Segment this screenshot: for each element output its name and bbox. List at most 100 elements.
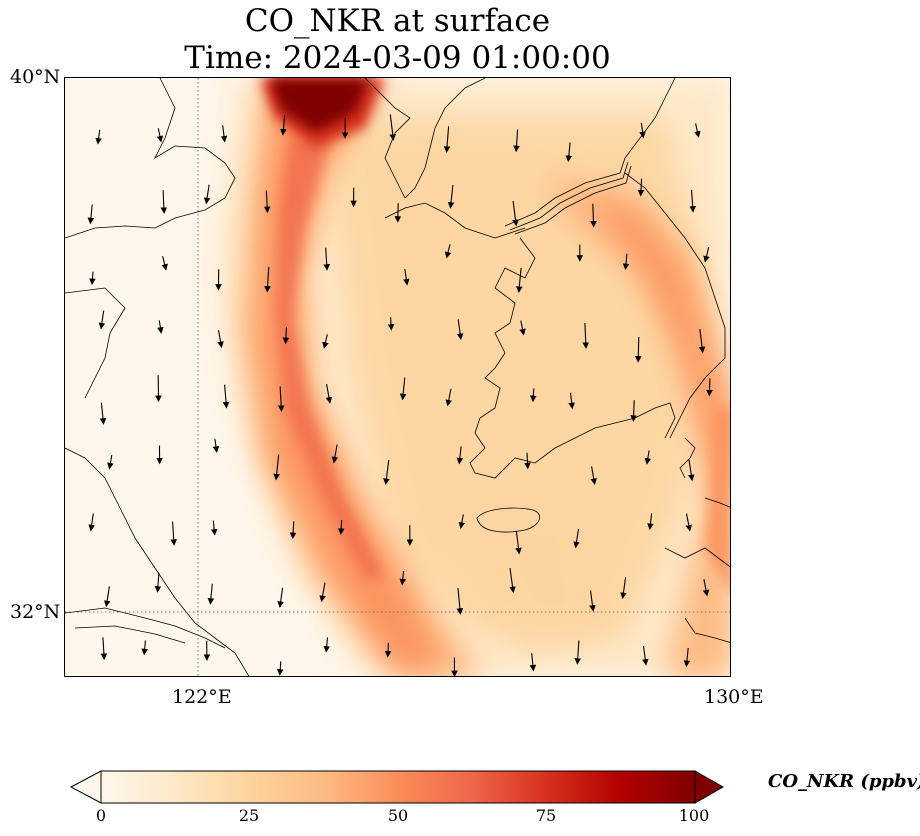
wind-arrow bbox=[458, 514, 466, 529]
wind-arrow bbox=[530, 388, 537, 403]
colorbar-tick-25: 25 bbox=[238, 806, 260, 825]
lat-tick-40n: 40°N bbox=[10, 66, 61, 88]
wind-arrow bbox=[170, 521, 177, 546]
colorbar-label: CO_NKR (ppbv) bbox=[768, 771, 920, 792]
wind-arrow bbox=[383, 459, 390, 486]
wind-arrow bbox=[694, 123, 701, 138]
wind-arrow bbox=[210, 520, 218, 536]
wind-arrow bbox=[156, 128, 164, 143]
wind-arrow bbox=[524, 452, 531, 470]
co-concentration-field bbox=[65, 78, 730, 676]
wind-arrow bbox=[389, 114, 396, 141]
wind-arrow bbox=[683, 647, 691, 668]
wind-arrow bbox=[319, 582, 326, 603]
wind-arrow bbox=[282, 327, 290, 345]
wind-arrow bbox=[337, 519, 345, 535]
wind-arrow bbox=[103, 586, 111, 608]
wind-arrow bbox=[161, 256, 168, 271]
wind-arrow bbox=[644, 450, 652, 465]
map-title-line-2: Time: 2024-03-09 01:00:00 bbox=[184, 40, 611, 76]
wind-arrow bbox=[95, 129, 102, 145]
wind-arrow bbox=[568, 392, 575, 410]
colorbar-tick-100: 100 bbox=[678, 806, 710, 825]
wind-arrow bbox=[276, 661, 284, 676]
wind-arrow bbox=[107, 455, 114, 470]
wind-arrow bbox=[331, 444, 339, 464]
wind-arrow bbox=[685, 513, 693, 532]
wind-arrow bbox=[399, 377, 407, 401]
wind-arrow bbox=[217, 330, 224, 349]
wind-arrow bbox=[515, 530, 522, 555]
wind-arrow bbox=[703, 246, 710, 263]
wind-arrow bbox=[620, 577, 627, 600]
wind-arrow bbox=[264, 266, 271, 293]
wind-arrow bbox=[160, 190, 168, 214]
wind-arrow bbox=[590, 466, 597, 486]
map-panel[interactable] bbox=[64, 77, 731, 677]
wind-arrow bbox=[222, 384, 230, 409]
wind-arrow bbox=[280, 115, 287, 136]
wind-arrow bbox=[325, 384, 333, 404]
wind-arrow bbox=[637, 178, 645, 197]
wind-arrow bbox=[702, 578, 710, 597]
wind-arrow bbox=[444, 243, 452, 259]
wind-arrow bbox=[516, 267, 523, 293]
wind-arrow bbox=[203, 184, 211, 205]
wind-arrow bbox=[512, 200, 519, 227]
colorbar-tick-0: 0 bbox=[95, 806, 107, 825]
wind-arrow bbox=[263, 190, 271, 214]
map-canvas bbox=[65, 78, 730, 676]
wind-arrow bbox=[323, 637, 330, 653]
colorbar-tick-75: 75 bbox=[535, 806, 557, 825]
wind-arrow bbox=[273, 454, 280, 481]
wind-arrow bbox=[384, 642, 392, 658]
wind-vector-field bbox=[87, 114, 713, 676]
wind-arrow bbox=[590, 203, 597, 228]
map-title-line-1: CO_NKR at surface bbox=[244, 3, 551, 39]
wind-arrow bbox=[98, 310, 106, 330]
wind-arrow bbox=[639, 122, 646, 139]
colorbar-tick-50: 50 bbox=[387, 806, 409, 825]
wind-arrow bbox=[277, 587, 284, 608]
wind-arrow bbox=[403, 269, 410, 286]
wind-arrow bbox=[141, 640, 148, 656]
wind-arrow bbox=[529, 653, 537, 672]
wind-arrow bbox=[89, 271, 96, 286]
wind-arrow bbox=[157, 320, 164, 334]
wind-arrow bbox=[445, 388, 452, 407]
colorbar-gradient bbox=[100, 770, 696, 804]
wind-arrow bbox=[622, 253, 630, 271]
wind-arrow bbox=[630, 400, 637, 422]
wind-arrow bbox=[387, 317, 395, 331]
wind-arrow bbox=[688, 459, 695, 482]
wind-arrow bbox=[582, 322, 590, 349]
wind-arrow bbox=[589, 590, 596, 612]
wind-arrow bbox=[573, 528, 580, 549]
wind-arrow bbox=[322, 334, 329, 349]
wind-arrow bbox=[447, 185, 455, 209]
wind-arrow bbox=[88, 513, 95, 532]
gridlines bbox=[65, 78, 730, 676]
wind-arrow bbox=[207, 583, 215, 605]
wind-arrow bbox=[647, 513, 654, 531]
wind-arrow bbox=[513, 129, 520, 153]
wind-arrow bbox=[443, 126, 451, 153]
wind-arrow bbox=[212, 438, 220, 453]
lon-tick-122e: 122°E bbox=[172, 686, 232, 708]
wind-arrow bbox=[698, 329, 706, 354]
wind-arrow bbox=[519, 320, 526, 336]
wind-arrow bbox=[100, 637, 108, 661]
wind-arrow bbox=[641, 645, 649, 666]
wind-arrow bbox=[277, 386, 285, 412]
wind-arrow bbox=[456, 446, 464, 465]
wind-arrow bbox=[99, 402, 107, 425]
wind-arrow bbox=[289, 521, 297, 540]
wind-arrow bbox=[689, 189, 696, 213]
wind-arrow bbox=[323, 247, 330, 271]
wind-arrow bbox=[509, 568, 516, 594]
wind-arrow bbox=[154, 572, 162, 593]
colorbar bbox=[70, 770, 724, 804]
wind-arrow bbox=[87, 204, 95, 225]
wind-arrow bbox=[706, 378, 713, 397]
wind-arrow bbox=[456, 319, 464, 341]
